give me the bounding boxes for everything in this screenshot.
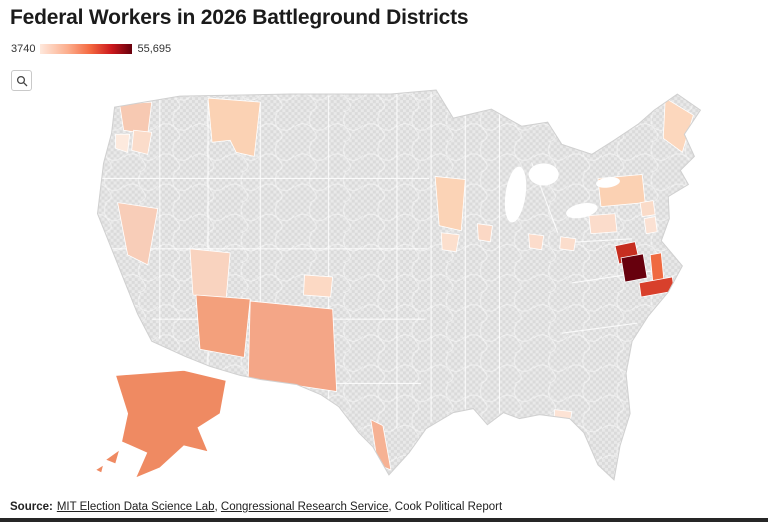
color-legend: 3740 55,695: [11, 43, 171, 55]
district-nj-1[interactable]: [643, 216, 658, 235]
lake-huron: [528, 163, 559, 186]
lake-ontario: [596, 177, 620, 188]
us-districts-map: [86, 82, 726, 494]
district-ak-1[interactable]: [115, 369, 227, 479]
lake-michigan: [504, 166, 527, 223]
district-mn-2[interactable]: [440, 232, 460, 253]
search-button[interactable]: [11, 70, 32, 91]
source-line: Source: MIT Election Data Science Lab, Co…: [10, 501, 502, 513]
district-wa-1[interactable]: [119, 101, 153, 135]
district-wa-3[interactable]: [115, 133, 131, 153]
search-icon: [16, 75, 28, 87]
us-map-svg: [94, 89, 702, 481]
legend-max-label: 55,695: [137, 43, 172, 55]
district-oh-1[interactable]: [559, 236, 577, 252]
page-title: Federal Workers in 2026 Battleground Dis…: [10, 6, 469, 29]
district-tx-1[interactable]: [370, 418, 392, 471]
district-mi-1[interactable]: [528, 233, 545, 251]
district-va-2[interactable]: [620, 253, 648, 283]
district-pa-1[interactable]: [588, 213, 618, 235]
district-nv-1[interactable]: [117, 202, 159, 266]
legend-min-label: 3740: [11, 43, 36, 55]
source-tail: , Cook Political Report: [388, 501, 503, 513]
district-co-1[interactable]: [303, 274, 334, 298]
district-mn-1[interactable]: [434, 176, 466, 232]
source-link-mit[interactable]: MIT Election Data Science Lab: [56, 501, 215, 513]
lake-erie: [566, 202, 598, 219]
district-az-1[interactable]: [195, 294, 251, 358]
district-mt-1[interactable]: [207, 97, 261, 157]
legend-gradient-bar: [40, 44, 133, 54]
district-ut-1[interactable]: [189, 248, 231, 300]
source-separator: ,: [214, 501, 221, 513]
source-label: Source:: [10, 501, 53, 513]
district-nm-1[interactable]: [247, 300, 338, 392]
district-wi-1[interactable]: [476, 223, 493, 243]
district-ak-aleutians-1[interactable]: [104, 448, 121, 465]
source-link-crs[interactable]: Congressional Research Service: [220, 501, 389, 513]
district-wa-2[interactable]: [131, 129, 153, 155]
embed-bottom-border: [0, 518, 768, 522]
district-ak-aleutians-2[interactable]: [94, 463, 105, 474]
district-ny-2[interactable]: [639, 200, 656, 218]
us-outline: [96, 89, 702, 481]
